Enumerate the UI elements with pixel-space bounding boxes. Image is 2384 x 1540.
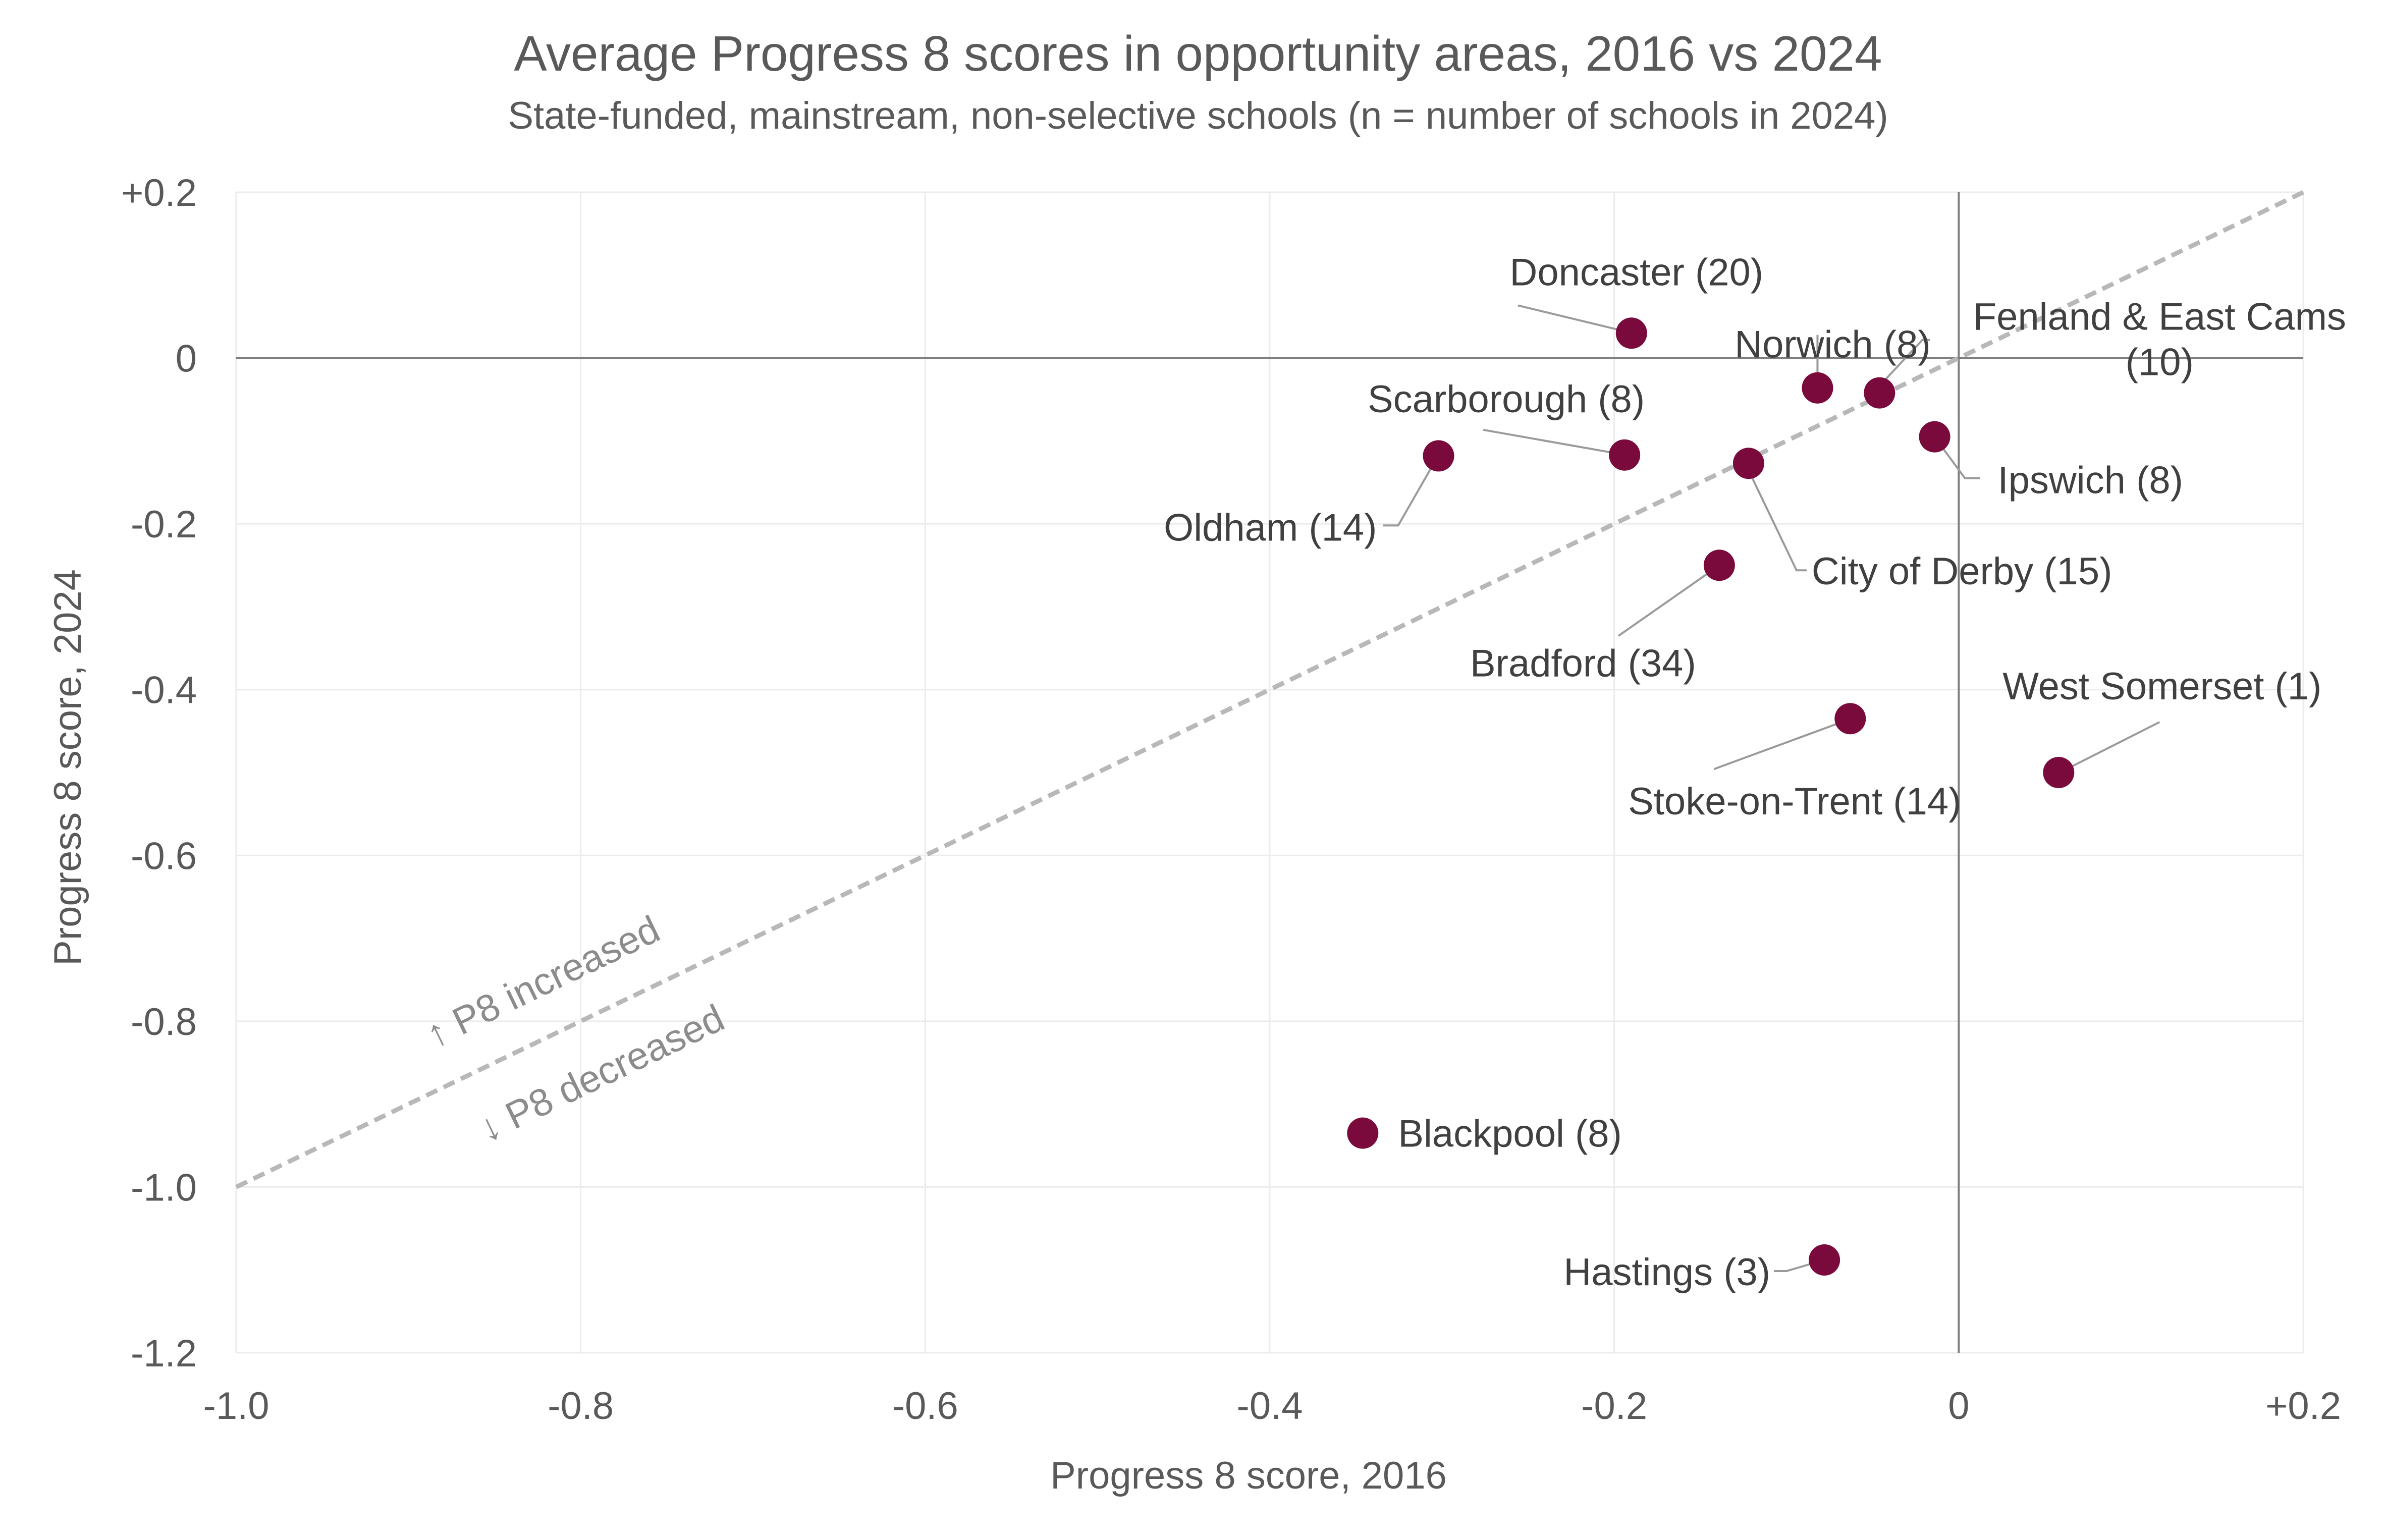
label-leader-line (1518, 304, 1627, 333)
data-point (1864, 377, 1895, 409)
x-tick-label: -0.4 (1237, 1385, 1303, 1427)
data-point (1919, 421, 1950, 453)
x-tick-label: -1.0 (203, 1385, 269, 1427)
y-axis-title: Progress 8 score, 2024 (46, 569, 89, 966)
point-labels: Doncaster (20) Norwich (8) Fenland & East … (1164, 251, 2346, 1294)
data-point (1809, 1244, 1840, 1276)
data-point (1609, 439, 1641, 471)
x-tick-label: +0.2 (2265, 1385, 2341, 1427)
point-label-line: (10) (2126, 341, 2194, 384)
x-tick-label: 0 (1948, 1385, 1969, 1427)
y-tick-label: +0.2 (121, 172, 197, 214)
x-tick-label: -0.2 (1581, 1385, 1647, 1427)
data-point (1615, 317, 1647, 349)
label-leader-line (1878, 339, 1930, 387)
y-tick-label: -0.6 (131, 835, 197, 877)
label-leader-line (1774, 1261, 1818, 1272)
chart-title: Average Progress 8 scores in opportunity… (514, 26, 1882, 81)
label-leader-line (1713, 722, 1840, 771)
data-point (1423, 440, 1454, 472)
point-label: Ipswich (8) (1998, 459, 2183, 502)
tick-labels: -1.0 -0.8 -0.6 -0.4 -0.2 0 +0.2 +0.2 0 -0.2 -0.4 -0… (121, 172, 2341, 1427)
y-tick-label: -1.0 (131, 1166, 197, 1209)
y-tick-label: -1.2 (131, 1332, 197, 1375)
chart-subtitle: State-funded, mainstream, non-selective … (508, 94, 1888, 137)
point-label: Norwich (8) (1735, 323, 1931, 366)
y-tick-label: -0.2 (131, 503, 197, 546)
label-leader-line (1483, 428, 1615, 454)
point-label: Fenland & East Cams (10) (1973, 296, 2346, 384)
data-point (1347, 1117, 1379, 1149)
point-label: West Somerset (1) (2002, 665, 2321, 708)
y-tick-label: 0 (176, 338, 197, 380)
data-point (1703, 549, 1735, 581)
point-label: Doncaster (20) (1509, 251, 1763, 294)
label-leader-line (1617, 569, 1713, 637)
x-tick-label: -0.6 (892, 1385, 958, 1427)
point-label-line: Fenland & East Cams (1973, 296, 2346, 339)
gridlines (235, 191, 2304, 1354)
data-point (1802, 372, 1833, 404)
x-tick-label: -0.8 (548, 1385, 614, 1427)
point-label: Bradford (34) (1470, 642, 1696, 685)
point-label: City of Derby (15) (1812, 550, 2112, 593)
data-point (1732, 448, 1764, 479)
point-label: Blackpool (8) (1398, 1113, 1622, 1156)
y-tick-label: -0.8 (131, 1001, 197, 1043)
label-leaders (1383, 304, 2160, 1272)
data-point (1834, 703, 1866, 735)
point-label: Hastings (3) (1563, 1251, 1770, 1294)
y-tick-label: -0.4 (131, 669, 197, 712)
region-label-increased: ↑ P8 increased (419, 908, 667, 1057)
point-label: Stoke-on-Trent (14) (1628, 780, 1961, 823)
point-label: Scarborough (8) (1368, 378, 1645, 421)
x-axis-title: Progress 8 score, 2016 (1050, 1454, 1447, 1497)
data-point (2043, 757, 2075, 788)
point-label: Oldham (14) (1164, 506, 1377, 549)
label-leader-line (1748, 470, 1807, 572)
label-leader-line (2065, 721, 2160, 771)
data-points (1347, 317, 2075, 1276)
label-leader-line (1383, 463, 1435, 527)
label-leader-line (1938, 443, 1980, 479)
